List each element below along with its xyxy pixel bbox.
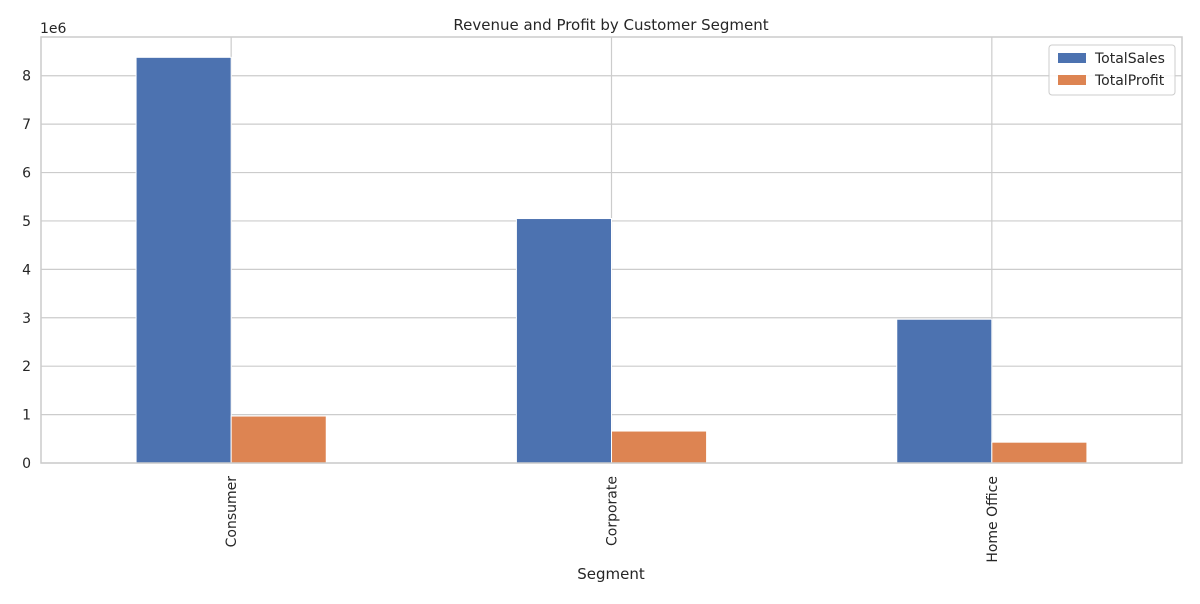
bar-totalsales-consumer	[135, 56, 232, 464]
legend: TotalSales TotalProfit	[1048, 44, 1176, 96]
x-tick-label: Home Office	[985, 476, 1001, 563]
chart-title: Revenue and Profit by Customer Segment	[453, 16, 768, 34]
bar-totalprofit-corporate	[611, 430, 708, 464]
x-tick-label: Corporate	[605, 476, 621, 546]
y-axis-offset-label: 1e6	[40, 21, 67, 37]
y-tick-label: 7	[22, 117, 31, 133]
y-tick-label: 5	[22, 214, 31, 230]
x-axis-label: Segment	[577, 565, 645, 583]
y-tick-label: 2	[22, 359, 31, 375]
legend-swatch-totalsales	[1058, 53, 1086, 63]
x-tick-label: Consumer	[224, 476, 240, 548]
legend-swatch-totalprofit	[1058, 75, 1086, 85]
bar-totalprofit-consumer	[230, 415, 327, 464]
y-tick-label: 8	[22, 69, 31, 85]
bar-totalprofit-home-office	[991, 441, 1088, 464]
plot-frame	[40, 36, 1183, 464]
legend-label-totalsales: TotalSales	[1094, 51, 1165, 67]
y-tick-label: 6	[22, 166, 31, 182]
y-tick-label: 4	[22, 262, 31, 278]
bar-totalsales-home-office	[896, 318, 993, 464]
bar-totalsales-corporate	[515, 218, 613, 464]
plot-area: 0 1 2 3 4 5 6 7 8 Consumer Corporate Home Office	[22, 36, 1183, 563]
legend-label-totalprofit: TotalProfit	[1094, 73, 1165, 89]
y-tick-label: 1	[22, 408, 31, 424]
y-tick-label: 0	[22, 456, 31, 472]
y-tick-label: 3	[22, 311, 31, 327]
